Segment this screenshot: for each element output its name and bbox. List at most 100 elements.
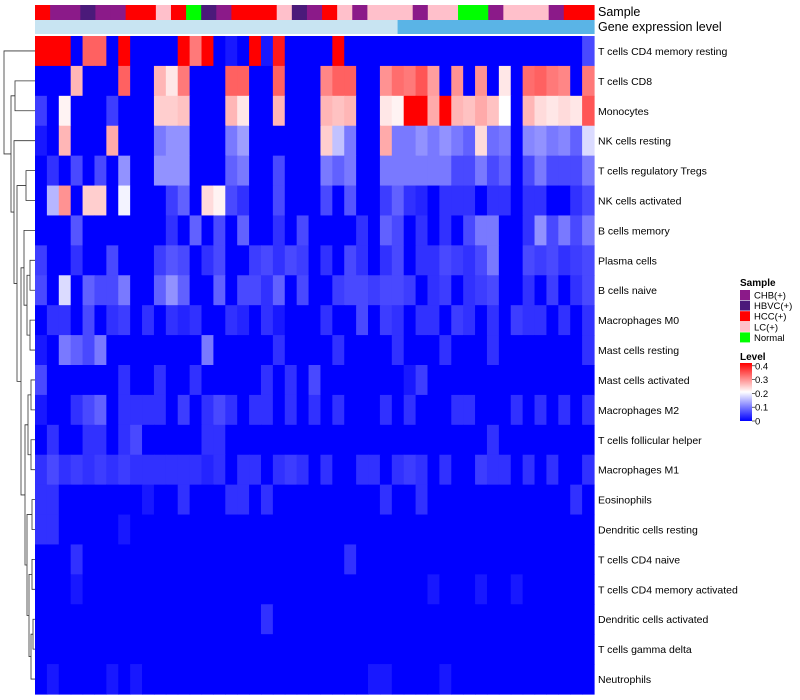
- heatmap-cell: [439, 544, 452, 575]
- heatmap-cell: [118, 454, 131, 486]
- heatmap-cell: [225, 95, 238, 127]
- row-label: Dendritic cells activated: [598, 614, 708, 626]
- heatmap-cell: [260, 634, 274, 665]
- heatmap-cell: [94, 125, 107, 157]
- heatmap-cell: [534, 365, 548, 396]
- heatmap-cell: [332, 245, 345, 276]
- heatmap-cell: [201, 394, 214, 426]
- heatmap-cell: [153, 574, 167, 605]
- heatmap-cell: [391, 36, 405, 67]
- heatmap-cell: [475, 215, 488, 246]
- expression-annotation-cell: [50, 20, 66, 34]
- heatmap-cell: [486, 245, 500, 276]
- heatmap-cell: [320, 574, 333, 605]
- heatmap-cell: [237, 245, 250, 276]
- heatmap-cell: [534, 275, 548, 306]
- heatmap-cell: [58, 365, 72, 396]
- heatmap-cell: [356, 424, 369, 456]
- sample-annotation-cell: [110, 5, 127, 20]
- heatmap-cell: [142, 484, 155, 516]
- heatmap-cell: [463, 185, 476, 217]
- heatmap-cell: [522, 484, 536, 516]
- heatmap-cell: [475, 95, 488, 127]
- heatmap-cell: [260, 305, 274, 336]
- heatmap-cell: [260, 394, 274, 426]
- heatmap-cell: [439, 514, 452, 546]
- heatmap-cell: [142, 454, 155, 486]
- heatmap-cell: [70, 574, 84, 605]
- heatmap-cell: [475, 604, 488, 635]
- heatmap-cell: [189, 634, 203, 665]
- sample-annotation-cell: [442, 5, 459, 20]
- heatmap-cell: [249, 125, 262, 157]
- heatmap-cell: [118, 664, 131, 695]
- heatmap-cell: [475, 275, 488, 306]
- heatmap-cell: [463, 664, 476, 695]
- heatmap-cell: [225, 424, 238, 456]
- heatmap-cell: [558, 514, 571, 546]
- legend-swatch: [740, 332, 750, 343]
- heatmap-cell: [142, 424, 155, 456]
- heatmap-cell: [106, 664, 119, 695]
- dendrogram-branch: [29, 259, 35, 291]
- heatmap-cell: [130, 125, 143, 157]
- heatmap-cell: [272, 365, 286, 396]
- heatmap-cell: [403, 634, 417, 665]
- heatmap-cell: [35, 454, 48, 486]
- heatmap-cell: [427, 215, 440, 246]
- heatmap-cell: [70, 155, 84, 187]
- heatmap-cell: [463, 424, 476, 456]
- heatmap-cell: [427, 514, 440, 546]
- heatmap-cell: [558, 185, 571, 217]
- heatmap-cell: [534, 484, 548, 516]
- row-label: Macrophages M2: [598, 405, 679, 417]
- dendrogram-branch: [28, 573, 32, 658]
- heatmap-cell: [225, 365, 238, 396]
- heatmap-cell: [510, 544, 524, 575]
- heatmap-cell: [189, 65, 203, 97]
- heatmap-cell: [237, 394, 250, 426]
- heatmap-cell: [546, 95, 559, 127]
- heatmap-cell: [415, 664, 429, 695]
- legend-item-label: LC(+): [754, 322, 778, 333]
- heatmap-cell: [237, 185, 250, 217]
- heatmap-cell: [118, 604, 131, 635]
- heatmap-cell: [189, 484, 203, 516]
- heatmap-cell: [70, 604, 84, 635]
- heatmap-cell: [522, 574, 536, 605]
- sample-annotation-cell: [578, 5, 595, 20]
- heatmap-cell: [391, 424, 405, 456]
- heatmap-cell: [82, 454, 96, 486]
- heatmap-cell: [391, 335, 405, 366]
- heatmap-cell: [142, 65, 155, 97]
- heatmap-cell: [356, 185, 369, 217]
- heatmap-cell: [391, 95, 405, 127]
- expression-annotation-cell: [488, 20, 504, 34]
- heatmap-cell: [130, 365, 143, 396]
- legend-sample-title: Sample: [740, 278, 776, 289]
- heatmap-cell: [260, 125, 274, 157]
- heatmap-cell: [225, 514, 238, 546]
- heatmap-cell: [486, 305, 500, 336]
- expression-annotation-cell: [95, 20, 112, 34]
- heatmap-cell: [249, 634, 262, 665]
- heatmap-cell: [427, 65, 440, 97]
- heatmap-cell: [189, 215, 203, 246]
- heatmap-cell: [130, 335, 143, 366]
- heatmap-cell: [70, 365, 84, 396]
- heatmap-cell: [403, 394, 417, 426]
- sample-annotation-cell: [125, 5, 142, 20]
- dendrogram-branch: [3, 50, 35, 155]
- heatmap-cell: [570, 604, 583, 635]
- heatmap-cell: [284, 365, 298, 396]
- row-label: B cells memory: [598, 225, 671, 237]
- heatmap-cell: [260, 65, 274, 97]
- sample-annotation-cell: [458, 5, 474, 20]
- heatmap-cell: [475, 514, 488, 546]
- heatmap-cell: [296, 125, 310, 157]
- heatmap-cell: [498, 335, 512, 366]
- heatmap-cell: [118, 36, 131, 67]
- heatmap-cell: [356, 215, 369, 246]
- heatmap-cell: [225, 664, 238, 695]
- expression-annotation-cell: [186, 20, 202, 34]
